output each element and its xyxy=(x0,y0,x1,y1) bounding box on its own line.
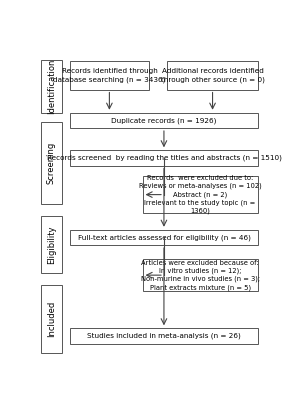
Text: Articles were excluded because of:
In vitro studies (n = 12);
Non-murine in vivo: Articles were excluded because of: In vi… xyxy=(140,260,259,290)
FancyBboxPatch shape xyxy=(41,216,62,273)
Text: Records screened  by reading the titles and abstracts (n = 1510): Records screened by reading the titles a… xyxy=(47,155,282,161)
Text: Screening: Screening xyxy=(47,142,56,184)
Text: Identification: Identification xyxy=(47,59,56,114)
FancyBboxPatch shape xyxy=(70,328,258,344)
FancyBboxPatch shape xyxy=(41,122,62,204)
FancyBboxPatch shape xyxy=(143,259,258,291)
FancyBboxPatch shape xyxy=(70,150,258,166)
Text: Full-text articles assessed for eligibility (n = 46): Full-text articles assessed for eligibil… xyxy=(77,234,250,241)
Text: Records  were excluded due to:
Reviews or meta-analyses (n = 102)
Abstract (n = : Records were excluded due to: Reviews or… xyxy=(139,175,262,214)
FancyBboxPatch shape xyxy=(41,60,62,113)
Text: Records identified through
database searching (n = 3436): Records identified through database sear… xyxy=(53,68,166,82)
FancyBboxPatch shape xyxy=(70,230,258,245)
Text: Additional records identified
through other source (n = 0): Additional records identified through ot… xyxy=(161,68,264,82)
Text: Eligibility: Eligibility xyxy=(47,225,56,264)
FancyBboxPatch shape xyxy=(41,285,62,353)
Text: Studies included in meta-analysis (n = 26): Studies included in meta-analysis (n = 2… xyxy=(87,333,241,339)
Text: Included: Included xyxy=(47,301,56,337)
FancyBboxPatch shape xyxy=(143,176,258,213)
FancyBboxPatch shape xyxy=(70,113,258,128)
FancyBboxPatch shape xyxy=(70,61,148,90)
Text: Duplicate records (n = 1926): Duplicate records (n = 1926) xyxy=(111,117,217,124)
FancyBboxPatch shape xyxy=(167,61,258,90)
